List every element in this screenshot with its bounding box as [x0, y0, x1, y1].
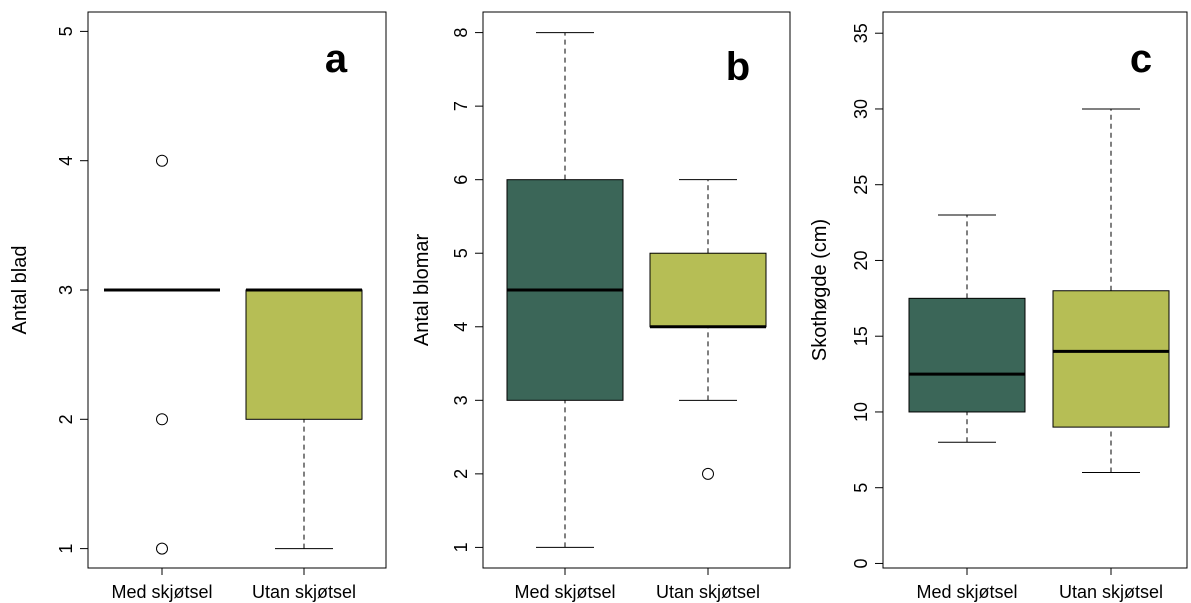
y-tick-label: 35	[851, 23, 871, 43]
y-tick-label: 25	[851, 175, 871, 195]
y-tick-label: 8	[451, 28, 471, 38]
y-tick-label: 5	[851, 483, 871, 493]
y-tick-label: 10	[851, 402, 871, 422]
plot-frame	[882, 11, 1188, 569]
panel-b: 1 2 3 4 5 6 7 8 Antal blomar b Med skjøtsel Utan sk…	[411, 11, 791, 602]
outlier-point	[156, 413, 168, 426]
y-tick-label: 4	[451, 322, 471, 332]
plot-frame	[482, 11, 791, 569]
box-utan	[649, 179, 767, 480]
panel-a: 1 2 3 4 5 Antal blad a Med skjøtsel Utan skjøtse…	[9, 11, 387, 602]
x-tick-label: Med skjøtsel	[916, 582, 1017, 602]
y-axis-label: Antal blad	[9, 246, 31, 335]
y-tick-label: 1	[56, 544, 76, 554]
y-tick-label: 6	[451, 175, 471, 185]
y-tick-label: 5	[451, 248, 471, 258]
y-tick-label: 1	[451, 542, 471, 552]
box-med	[506, 32, 624, 548]
y-tick-label: 2	[56, 414, 76, 424]
box-body	[908, 297, 1026, 413]
y-axis-label: Skothøgde (cm)	[809, 219, 831, 361]
y-tick-label: 7	[451, 101, 471, 111]
outlier-point	[156, 154, 168, 167]
box-med	[104, 154, 220, 555]
y-tick-label: 30	[851, 99, 871, 119]
box-med	[908, 214, 1026, 443]
panel-letter: c	[1130, 37, 1152, 81]
y-axis-label: Antal blomar	[411, 234, 433, 347]
x-tick-label: Med skjøtsel	[111, 582, 212, 602]
box-utan	[1052, 108, 1170, 474]
box-body	[649, 252, 767, 328]
y-tick-label: 4	[56, 156, 76, 166]
panel-c: 0 5 10 15 20 25 30 35 Skothøgde (cm) c Med skjøtse…	[809, 11, 1188, 602]
box-body	[1052, 290, 1170, 428]
y-tick-label: 0	[851, 558, 871, 568]
y-tick-label: 5	[56, 26, 76, 36]
outlier-point	[702, 467, 714, 480]
x-tick-label: Utan skjøtsel	[656, 582, 760, 602]
y-tick-label: 15	[851, 326, 871, 346]
outlier-point	[156, 542, 168, 555]
y-tick-label: 3	[56, 285, 76, 295]
box-utan	[245, 288, 363, 550]
x-tick-label: Utan skjøtsel	[1059, 582, 1163, 602]
x-tick-label: Med skjøtsel	[514, 582, 615, 602]
y-tick-label: 20	[851, 250, 871, 270]
box-body	[245, 289, 363, 420]
y-tick-label: 3	[451, 395, 471, 405]
x-tick-label: Utan skjøtsel	[252, 582, 356, 602]
y-tick-label: 2	[451, 469, 471, 479]
panel-letter: a	[325, 37, 348, 81]
panel-letter: b	[726, 45, 750, 89]
